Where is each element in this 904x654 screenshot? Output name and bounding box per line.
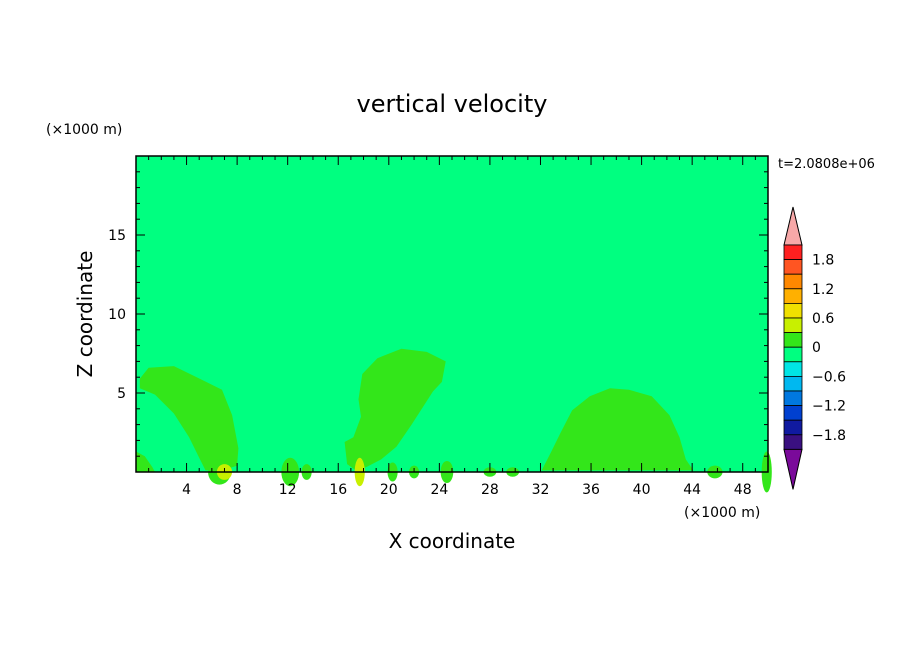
x-tick-label: 32 (532, 482, 550, 498)
contour-near-surface-left (136, 451, 155, 472)
colorbar-label: −1.8 (812, 428, 846, 444)
contour-updraft-left (139, 366, 239, 471)
colorbar-segment (783, 390, 803, 407)
y-tick-label: 10 (108, 307, 126, 323)
x-tick-label: 20 (380, 482, 398, 498)
x-tick-label: 44 (683, 482, 701, 498)
x-tick-label: 4 (182, 482, 191, 498)
y-tick-label: 5 (117, 386, 126, 402)
colorbar-segment (783, 434, 803, 450)
x-unit-label: (×1000 m) (684, 505, 760, 521)
colorbar-segment (783, 419, 803, 436)
time-label: t=2.0808e+06 (778, 157, 875, 172)
colorbar-segment (783, 361, 803, 377)
colorbar-label: 0.6 (812, 311, 834, 327)
x-tick-label: 8 (233, 482, 242, 498)
colorbar-label: −0.6 (812, 369, 846, 385)
colorbar-segment (783, 288, 803, 304)
colorbar-label: 1.2 (812, 282, 834, 298)
x-tick-label: 28 (481, 482, 499, 498)
x-tick-label: 24 (430, 482, 448, 498)
colorbar-label: 1.8 (812, 253, 834, 269)
x-tick-label: 12 (279, 482, 297, 498)
x-tick-label: 48 (734, 482, 752, 498)
colorbar-segment (783, 259, 803, 275)
colorbar-bottom-arrow (783, 448, 803, 490)
colorbar-segment (783, 244, 803, 261)
y-axis-label: Z coordinate (73, 251, 97, 378)
colorbar-segment (783, 346, 803, 363)
x-axis-label: X coordinate (389, 529, 516, 553)
colorbar-label: −1.2 (812, 399, 846, 415)
colorbar-segment (783, 405, 803, 421)
chart-title: vertical velocity (357, 90, 548, 118)
colorbar-label: 0 (812, 340, 821, 356)
colorbar: 1.8 1.2 0.6 0 −0.6 −1.2 −1.8 (783, 206, 846, 490)
colorbar-segment (783, 332, 803, 348)
colorbar-segment (783, 302, 803, 319)
colorbar-segment (783, 375, 803, 392)
y-unit-label: (×1000 m) (46, 122, 122, 138)
colorbar-segment (783, 273, 803, 290)
x-tick-label: 16 (329, 482, 347, 498)
colorbar-segment (783, 317, 803, 334)
x-tick-label: 40 (633, 482, 651, 498)
x-tick-label: 36 (582, 482, 600, 498)
colorbar-top-arrow (783, 206, 803, 246)
y-tick-label: 15 (108, 228, 126, 244)
contour-updraft-right (541, 388, 694, 471)
contour-updraft-center (344, 348, 446, 471)
